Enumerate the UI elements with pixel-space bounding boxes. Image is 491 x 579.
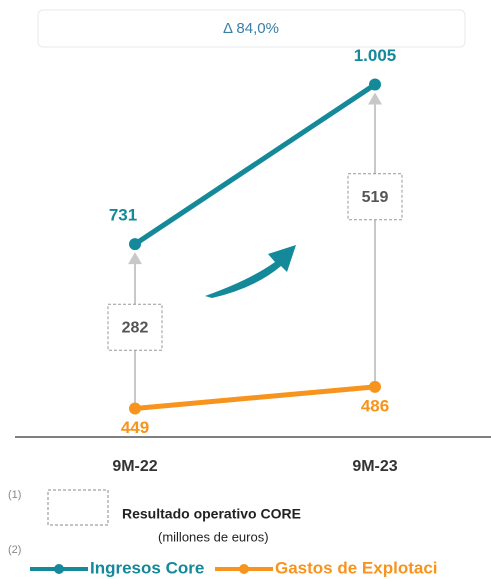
legend-marker: [54, 564, 64, 574]
series-line: [133, 82, 377, 247]
series-point: [369, 78, 381, 91]
note-marker: (1): [8, 489, 21, 501]
data-label: 1.005: [354, 46, 397, 65]
note-marker: (2): [8, 544, 21, 556]
data-label: 486: [361, 396, 389, 415]
difference-arrowhead: [368, 92, 382, 105]
note-label: (millones de euros): [158, 529, 269, 544]
note-label: Resultado operativo CORE: [122, 506, 301, 522]
data-label: 449: [121, 418, 149, 437]
legend-label: Gastos de Explotaci: [275, 558, 438, 577]
note-box: [47, 489, 109, 526]
series-point: [369, 380, 381, 393]
series-line: [134, 384, 376, 411]
series-point: [129, 402, 141, 415]
legend-label: Ingresos Core: [90, 558, 204, 577]
trend-arrow: [205, 245, 296, 298]
legend-marker: [239, 564, 249, 574]
series-point: [129, 238, 141, 251]
difference-box: [107, 303, 163, 351]
change-box: [37, 9, 466, 48]
x-tick-label: 9M-22: [112, 458, 157, 475]
difference-arrowhead: [128, 252, 142, 265]
x-tick-label: 9M-23: [352, 458, 397, 475]
difference-box: [347, 173, 403, 221]
data-label: 731: [109, 206, 137, 225]
change-label: Δ 84,0%: [223, 20, 279, 37]
difference-label: 282: [122, 320, 149, 337]
difference-label: 519: [362, 189, 389, 206]
